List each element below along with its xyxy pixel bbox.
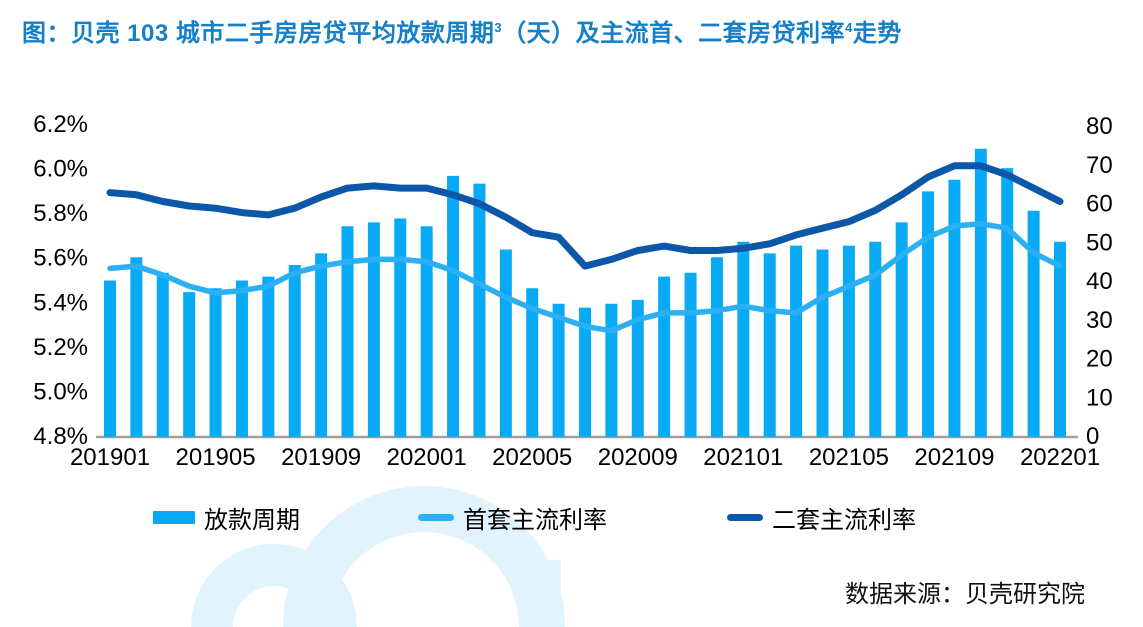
bar-loan-period xyxy=(209,288,222,437)
bar-loan-period xyxy=(922,191,935,437)
bar-loan-period xyxy=(658,276,671,437)
chart-legend: 放款周期 首套主流利率 二套主流利率 xyxy=(0,501,1143,534)
bar-loan-period xyxy=(763,253,776,437)
bar-loan-period xyxy=(1027,210,1040,437)
bar-loan-period xyxy=(473,183,486,437)
bar-loan-period xyxy=(104,280,116,437)
bar-loan-period xyxy=(737,241,750,437)
chart-title-footnote-3: 3 xyxy=(494,20,503,35)
bar-loan-period xyxy=(235,280,248,437)
legend-label-first-home-rate: 首套主流利率 xyxy=(463,506,607,534)
x-axis-label: 202101 xyxy=(703,444,783,471)
bar-loan-period xyxy=(974,148,987,437)
y-axis-right-label: 80 xyxy=(1086,113,1113,140)
bar-loan-period xyxy=(684,272,697,437)
x-axis-label: 201909 xyxy=(281,444,361,471)
bar-loan-period xyxy=(869,241,882,437)
bar-loan-period xyxy=(1001,168,1014,437)
y-axis-right-label: 50 xyxy=(1086,229,1113,256)
bar-loan-period xyxy=(420,226,433,437)
legend-label-second-home-rate: 二套主流利率 xyxy=(772,506,916,534)
second-home-rate-swatch-icon xyxy=(727,513,763,521)
line-second-home-rate xyxy=(106,162,1064,270)
y-axis-left-label: 4.8% xyxy=(33,423,88,450)
bar-loan-period xyxy=(526,288,539,437)
bar-loan-period xyxy=(183,292,196,437)
y-axis-right-label: 20 xyxy=(1086,346,1113,373)
y-axis-left-label: 5.8% xyxy=(33,200,88,227)
data-source-caption: 数据来源：贝壳研究院 xyxy=(845,581,1085,608)
x-axis-label: 202105 xyxy=(809,444,889,471)
x-axis-labels: 201901 201905 201909 202001 202005 202009 2021… xyxy=(70,444,1100,471)
y-axis-right-label: 0 xyxy=(1086,423,1099,450)
bar-loan-period xyxy=(552,303,565,437)
x-axis-label: 202009 xyxy=(598,444,678,471)
bar-loan-period xyxy=(816,249,829,437)
y-axis-right-label: 10 xyxy=(1086,384,1113,411)
bar-loan-period xyxy=(367,222,380,437)
chart-title-footnote-4: 4 xyxy=(845,20,853,35)
bar-loan-period xyxy=(130,257,143,437)
legend-item-first-home-rate: 首套主流利率 xyxy=(418,501,607,534)
bar-loan-period xyxy=(447,175,460,437)
y-axis-left-label: 5.6% xyxy=(33,245,88,272)
chart-title-text: 图：贝壳 103 城市二手房房贷平均放款周期 xyxy=(22,20,495,47)
y-axis-left-label: 5.4% xyxy=(33,289,88,316)
y-axis-left-label: 6.2% xyxy=(33,111,88,138)
y-axis-right-label: 40 xyxy=(1086,268,1113,295)
bar-loan-period xyxy=(842,245,855,437)
bar-loan-period xyxy=(579,307,591,437)
y-axis-left-labels: 6.2% 6.0% 5.8% 5.6% 5.4% 5.2% 5.0% 4.8% xyxy=(33,111,88,450)
bars-loan-period xyxy=(104,148,1066,437)
bar-loan-period xyxy=(262,276,275,437)
y-axis-right-label: 60 xyxy=(1086,191,1113,218)
y-axis-left-label: 6.0% xyxy=(33,156,88,183)
line-first-home-rate xyxy=(107,221,1063,334)
y-axis-left-label: 5.2% xyxy=(33,334,88,361)
bar-loan-period xyxy=(315,253,328,437)
bar-loan-period xyxy=(156,272,169,437)
legend-item-second-home-rate: 二套主流利率 xyxy=(727,501,916,534)
y-axis-right-label: 30 xyxy=(1086,307,1113,334)
bar-loan-period xyxy=(499,249,512,437)
bar-loan-period xyxy=(895,222,908,437)
y-axis-right-label: 70 xyxy=(1086,152,1113,179)
legend-item-loan-period: 放款周期 xyxy=(153,501,300,534)
y-axis-right-labels: 80 70 60 50 40 30 20 10 0 xyxy=(1086,113,1113,450)
x-axis-label: 202005 xyxy=(492,444,572,471)
x-axis-label: 202109 xyxy=(914,444,994,471)
x-axis-label: 202001 xyxy=(387,444,467,471)
bar-loan-period xyxy=(631,299,644,437)
chart-title: 图：贝壳 103 城市二手房房贷平均放款周期3（天）及主流首、二套房贷利率4走势 xyxy=(22,13,1122,48)
chart-title-text-2: （天）及主流首、二套房贷利率 xyxy=(502,20,846,47)
bar-loan-period xyxy=(710,257,723,437)
chart-title-text-3: 走势 xyxy=(852,20,902,47)
bar-loan-period xyxy=(288,265,301,437)
x-axis-label: 202201 xyxy=(1020,444,1100,471)
x-axis-label: 201901 xyxy=(70,444,150,471)
loan-period-swatch-icon xyxy=(153,510,195,524)
bar-loan-period xyxy=(341,226,354,437)
legend-label-loan-period: 放款周期 xyxy=(204,506,300,534)
bar-loan-period xyxy=(605,303,618,437)
first-home-rate-swatch-icon xyxy=(418,513,454,521)
bar-loan-period xyxy=(394,218,407,437)
bar-loan-period xyxy=(1054,241,1066,437)
bar-loan-period xyxy=(790,245,803,437)
y-axis-left-label: 5.0% xyxy=(33,378,88,405)
x-axis-label: 201905 xyxy=(176,444,256,471)
bar-loan-period xyxy=(948,179,961,437)
